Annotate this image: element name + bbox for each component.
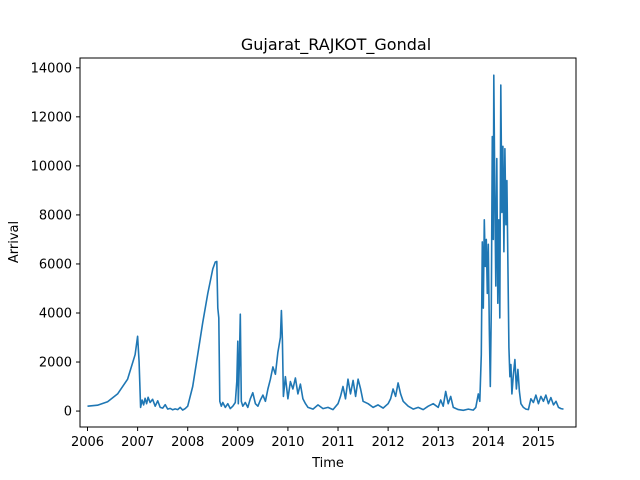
plot-frame [79,57,577,428]
y-tick-label: 0 [64,405,72,420]
x-tick-label: 2007 [121,435,154,450]
x-tick-label: 2006 [71,435,104,450]
x-axis-label: Time [311,456,344,471]
x-tick-label: 2009 [221,435,254,450]
y-axis-label: Arrival [7,221,22,263]
y-tick-label: 4000 [39,306,72,321]
y-tick-label: 8000 [39,208,72,223]
x-tick-label: 2011 [321,435,354,450]
plot-series [87,74,564,412]
chart-title: Gujarat_RAJKOT_Gondal [241,35,431,55]
y-tick-label: 2000 [39,356,72,371]
x-tick-label: 2012 [372,435,405,450]
x-axis: 2006 2007 2008 2009 2010 2011 2012 2013 2014 2015 [71,427,555,450]
y-tick-label: 6000 [39,257,72,272]
x-tick-label: 2015 [522,435,555,450]
y-axis: 0 2000 4000 6000 8000 10000 12000 14000 [31,61,80,420]
x-tick-label: 2013 [422,435,455,450]
y-tick-label: 12000 [31,110,72,125]
x-tick-label: 2008 [171,435,204,450]
y-tick-label: 14000 [31,61,72,76]
series-line-0 [87,74,564,412]
x-tick-label: 2014 [472,435,505,450]
y-tick-label: 10000 [31,159,72,174]
x-tick-label: 2010 [271,435,304,450]
